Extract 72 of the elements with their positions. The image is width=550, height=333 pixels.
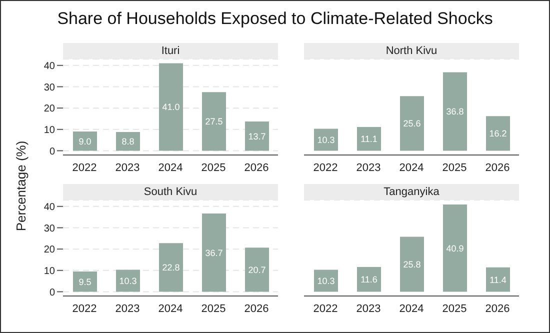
data-label: 11.1 xyxy=(360,134,378,144)
y-tick-label: 40 xyxy=(44,60,56,72)
bar xyxy=(443,72,467,151)
data-label: 36.7 xyxy=(205,248,223,258)
x-tick-label: 2025 xyxy=(201,162,226,174)
x-tick-label: 2026 xyxy=(244,302,269,315)
x-tick-label: 2022 xyxy=(313,162,338,174)
x-tick-label: 2024 xyxy=(399,162,424,174)
bar xyxy=(202,92,226,151)
y-tick-label: 10 xyxy=(44,266,56,277)
chart-subtitle: Tanganyika xyxy=(304,184,519,200)
data-label: 36.8 xyxy=(446,106,464,117)
x-tick-label: 2026 xyxy=(485,302,510,315)
bar xyxy=(400,236,424,292)
y-tick-label: 0 xyxy=(49,287,56,298)
y-tick-label: 30 xyxy=(44,82,56,94)
data-label: 8.8 xyxy=(122,136,134,147)
data-label: 41.0 xyxy=(162,102,180,112)
x-tick-label: 2024 xyxy=(158,302,183,315)
bar xyxy=(357,127,381,151)
data-label: 10.3 xyxy=(119,276,137,286)
x-tick-label: 2026 xyxy=(244,162,269,174)
x-tick-label: 2023 xyxy=(115,162,140,174)
data-label: 25.6 xyxy=(403,118,421,129)
y-axis-title: Percentage (%) xyxy=(14,140,28,232)
y-tick-label: 40 xyxy=(44,202,56,213)
bar xyxy=(400,96,424,151)
x-tick-label: 2023 xyxy=(115,302,140,315)
bar xyxy=(486,267,510,292)
bar xyxy=(159,243,183,292)
data-label: 25.8 xyxy=(403,259,421,270)
x-tick-label: 2022 xyxy=(72,302,97,315)
chart-subtitle: Ituri xyxy=(63,43,278,59)
x-tick-label: 2023 xyxy=(356,302,381,315)
data-label: 27.5 xyxy=(205,116,223,127)
x-tick-label: 2025 xyxy=(442,162,467,174)
data-label: 20.7 xyxy=(248,264,266,275)
x-tick-label: 2022 xyxy=(313,302,338,315)
bar xyxy=(245,248,269,292)
data-label: 10.3 xyxy=(317,276,335,286)
y-tick-label: 0 xyxy=(49,146,56,158)
data-label: 11.4 xyxy=(490,274,506,285)
bar xyxy=(443,204,467,292)
x-tick-label: 2025 xyxy=(201,302,226,315)
y-tick-label: 20 xyxy=(44,104,56,115)
x-tick-label: 2024 xyxy=(399,302,424,315)
bar xyxy=(159,63,183,151)
y-tick-label: 20 xyxy=(44,244,56,256)
y-tick-label: 10 xyxy=(44,124,56,136)
x-tick-label: 2026 xyxy=(485,162,510,174)
data-label: 9.5 xyxy=(78,276,92,287)
x-tick-label: 2023 xyxy=(356,162,381,174)
chart-subtitle: North Kivu xyxy=(304,43,519,59)
bar xyxy=(202,213,226,292)
bar xyxy=(486,116,510,151)
bar xyxy=(357,266,381,292)
data-label: 10.3 xyxy=(317,134,335,145)
x-tick-label: 2025 xyxy=(442,302,467,315)
bar xyxy=(73,271,97,292)
data-label: 22.8 xyxy=(162,262,180,273)
x-tick-label: 2024 xyxy=(158,162,183,174)
chart-subtitle: South Kivu xyxy=(63,184,278,200)
data-label: 11.6 xyxy=(360,274,378,285)
y-tick-label: 30 xyxy=(44,223,56,234)
bar xyxy=(245,122,269,151)
data-label: 40.9 xyxy=(446,243,464,254)
x-tick-label: 2022 xyxy=(72,162,97,174)
data-label: 16.2 xyxy=(489,128,507,139)
bar xyxy=(73,132,97,151)
data-label: 9.0 xyxy=(78,136,92,146)
chart-title: Share of Households Exposed to Climate-Related Shocks xyxy=(56,9,494,29)
data-label: 13.7 xyxy=(248,131,266,142)
